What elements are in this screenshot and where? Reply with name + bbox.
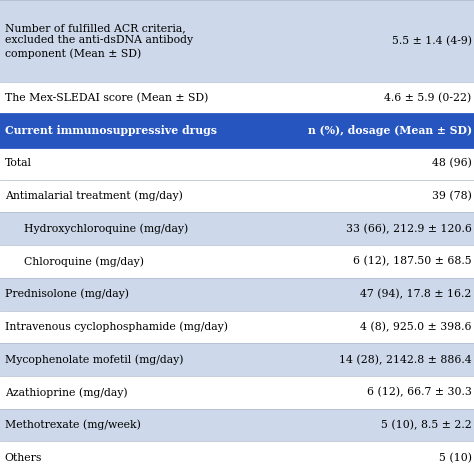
Bar xyxy=(0,147,474,180)
Text: Azathioprine (mg/day): Azathioprine (mg/day) xyxy=(5,387,128,398)
Text: Others: Others xyxy=(5,453,42,463)
Text: 14 (28), 2142.8 ± 886.4: 14 (28), 2142.8 ± 886.4 xyxy=(339,355,472,365)
Text: The Mex-SLEDAI score (Mean ± SD): The Mex-SLEDAI score (Mean ± SD) xyxy=(5,93,208,103)
Text: Number of fulfilled ACR criteria,
excluded the anti-dsDNA antibody
component (Me: Number of fulfilled ACR criteria, exclud… xyxy=(5,23,193,59)
Bar xyxy=(0,180,474,212)
Bar xyxy=(0,82,474,114)
Bar xyxy=(0,0,474,82)
Bar xyxy=(0,212,474,245)
Text: Mycophenolate mofetil (mg/day): Mycophenolate mofetil (mg/day) xyxy=(5,354,183,365)
Bar xyxy=(0,114,474,147)
Text: Antimalarial treatment (mg/day): Antimalarial treatment (mg/day) xyxy=(5,191,182,201)
Text: 4 (8), 925.0 ± 398.6: 4 (8), 925.0 ± 398.6 xyxy=(360,322,472,332)
Text: 5.5 ± 1.4 (4-9): 5.5 ± 1.4 (4-9) xyxy=(392,36,472,46)
Text: Chloroquine (mg/day): Chloroquine (mg/day) xyxy=(17,256,144,267)
Text: 6 (12), 187.50 ± 68.5: 6 (12), 187.50 ± 68.5 xyxy=(353,256,472,267)
Text: 33 (66), 212.9 ± 120.6: 33 (66), 212.9 ± 120.6 xyxy=(346,224,472,234)
Bar xyxy=(0,376,474,409)
Bar xyxy=(0,409,474,441)
Text: 39 (78): 39 (78) xyxy=(432,191,472,201)
Bar xyxy=(0,310,474,343)
Text: 5 (10), 8.5 ± 2.2: 5 (10), 8.5 ± 2.2 xyxy=(381,420,472,430)
Bar xyxy=(0,441,474,474)
Text: n (%), dosage (Mean ± SD): n (%), dosage (Mean ± SD) xyxy=(308,125,472,136)
Bar xyxy=(0,245,474,278)
Bar xyxy=(0,278,474,310)
Text: 5 (10): 5 (10) xyxy=(438,453,472,463)
Text: Intravenous cyclophosphamide (mg/day): Intravenous cyclophosphamide (mg/day) xyxy=(5,322,228,332)
Text: Prednisolone (mg/day): Prednisolone (mg/day) xyxy=(5,289,129,300)
Text: Hydroxychloroquine (mg/day): Hydroxychloroquine (mg/day) xyxy=(17,224,188,234)
Text: 47 (94), 17.8 ± 16.2: 47 (94), 17.8 ± 16.2 xyxy=(360,289,472,300)
Text: Current immunosuppressive drugs: Current immunosuppressive drugs xyxy=(5,125,217,136)
Text: Methotrexate (mg/week): Methotrexate (mg/week) xyxy=(5,419,141,430)
Text: 48 (96): 48 (96) xyxy=(432,158,472,169)
Bar xyxy=(0,343,474,376)
Text: 6 (12), 66.7 ± 30.3: 6 (12), 66.7 ± 30.3 xyxy=(367,387,472,397)
Text: Total: Total xyxy=(5,158,32,168)
Text: 4.6 ± 5.9 (0-22): 4.6 ± 5.9 (0-22) xyxy=(384,93,472,103)
